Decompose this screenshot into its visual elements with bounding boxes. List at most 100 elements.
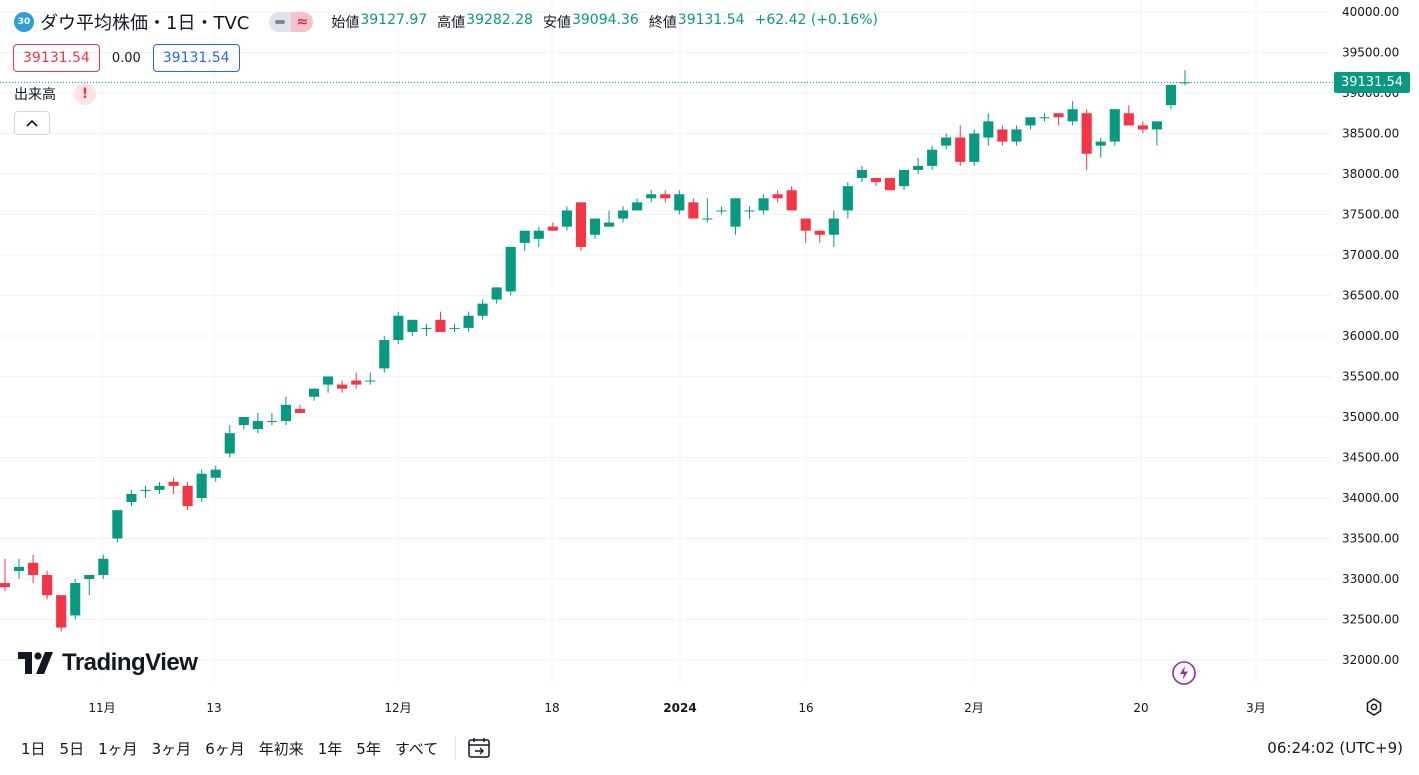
candle bbox=[1067, 101, 1078, 126]
candle bbox=[1137, 121, 1148, 134]
candle-body bbox=[533, 230, 544, 239]
candle-body bbox=[1165, 84, 1177, 106]
candle bbox=[1011, 125, 1022, 146]
candle-body bbox=[379, 340, 390, 369]
candle-body bbox=[154, 485, 165, 490]
high-label: 高値 bbox=[437, 15, 466, 31]
candle bbox=[856, 165, 867, 183]
timeframe-3m[interactable]: 3ヶ月 bbox=[151, 739, 192, 758]
candle bbox=[618, 206, 629, 223]
candle bbox=[913, 157, 924, 174]
calendar-range-icon[interactable] bbox=[466, 736, 492, 760]
candle-body bbox=[519, 230, 530, 243]
candle bbox=[814, 230, 825, 243]
tradingview-logo[interactable]: TradingView bbox=[18, 649, 198, 677]
x-tick-label: 2024 bbox=[663, 701, 696, 715]
candle bbox=[927, 145, 938, 170]
candle-body bbox=[280, 404, 292, 422]
y-tick-label: 34500.00 bbox=[1342, 451, 1399, 465]
candle bbox=[1123, 105, 1134, 126]
candle-body bbox=[323, 376, 334, 385]
candle bbox=[182, 481, 193, 511]
candle-body bbox=[477, 303, 488, 316]
candle-body bbox=[828, 218, 839, 235]
y-tick-label: 36500.00 bbox=[1342, 289, 1399, 303]
timeframe-5y[interactable]: 5年 bbox=[356, 739, 381, 758]
candle bbox=[140, 485, 151, 498]
series-toggle[interactable]: ≈ bbox=[269, 12, 314, 32]
y-tick-label: 35000.00 bbox=[1342, 410, 1399, 424]
x-tick-label: 3月 bbox=[1246, 701, 1266, 715]
candle-body bbox=[1123, 113, 1134, 126]
candle bbox=[646, 190, 657, 203]
timeframe-1y[interactable]: 1年 bbox=[317, 739, 343, 758]
y-tick-label: 34000.00 bbox=[1342, 491, 1399, 505]
candle-body bbox=[1109, 109, 1120, 142]
candle bbox=[1025, 117, 1036, 130]
symbol-title[interactable]: ダウ平均株価・1日・TVC bbox=[40, 13, 250, 34]
low-label: 安値 bbox=[542, 15, 571, 31]
timeframe-1d[interactable]: 1日 bbox=[21, 739, 46, 758]
candle bbox=[210, 465, 221, 482]
x-tick-label: 11月 bbox=[88, 701, 115, 715]
buy-price-button[interactable]: 39131.54 bbox=[152, 44, 240, 72]
close-label: 終値 bbox=[648, 15, 677, 31]
y-tick-label: 32500.00 bbox=[1342, 613, 1399, 627]
volume-indicator[interactable]: 出来高 ! bbox=[14, 83, 96, 105]
candle bbox=[533, 226, 544, 247]
candle bbox=[519, 230, 530, 251]
candle bbox=[449, 323, 460, 332]
candle-body bbox=[393, 315, 404, 341]
candle-body bbox=[463, 315, 474, 328]
approx-icon[interactable]: ≈ bbox=[291, 12, 314, 32]
candle bbox=[561, 206, 572, 231]
y-tick-label: 33000.00 bbox=[1342, 572, 1399, 586]
timeframe-6m[interactable]: 6ヶ月 bbox=[205, 739, 245, 758]
candle-body bbox=[716, 210, 727, 212]
candle bbox=[421, 323, 432, 336]
volume-label[interactable]: 出来高 bbox=[14, 87, 56, 103]
gear-icon[interactable] bbox=[1364, 697, 1384, 717]
candle-body bbox=[575, 202, 587, 247]
candle-body bbox=[632, 202, 643, 211]
candle bbox=[323, 376, 334, 393]
candle-body bbox=[955, 137, 966, 162]
logo-text: TradingView bbox=[62, 649, 198, 676]
candle bbox=[0, 558, 11, 592]
candle bbox=[660, 190, 671, 203]
candle-body bbox=[997, 129, 1008, 142]
warning-icon[interactable]: ! bbox=[74, 83, 96, 105]
candle-body bbox=[252, 421, 263, 430]
candle bbox=[112, 510, 123, 543]
lightning-icon[interactable] bbox=[1172, 661, 1196, 685]
candle bbox=[1109, 109, 1120, 146]
timeframe-5d[interactable]: 5日 bbox=[59, 739, 85, 758]
candle bbox=[56, 595, 67, 632]
candle bbox=[435, 311, 446, 332]
sell-price-button[interactable]: 39131.54 bbox=[13, 44, 100, 72]
candle-body bbox=[1081, 113, 1092, 154]
candle-body bbox=[969, 133, 980, 162]
chevron-up-icon bbox=[26, 119, 38, 127]
candle bbox=[1179, 70, 1191, 86]
timeframe-all[interactable]: すべて bbox=[394, 739, 439, 758]
candle bbox=[154, 481, 165, 494]
candle-body bbox=[266, 421, 277, 423]
candle bbox=[716, 206, 727, 215]
timeframe-ytd[interactable]: 年初来 bbox=[258, 739, 304, 758]
collapse-legend-button[interactable] bbox=[14, 111, 50, 135]
candle bbox=[365, 372, 376, 385]
candle-body bbox=[927, 149, 938, 166]
candle-body bbox=[856, 169, 867, 179]
candle-body bbox=[983, 121, 994, 138]
candle bbox=[955, 125, 966, 166]
timeframe-1m[interactable]: 1ヶ月 bbox=[98, 739, 138, 758]
candle bbox=[997, 125, 1008, 146]
hide-icon[interactable] bbox=[269, 12, 292, 32]
candle-body bbox=[224, 433, 235, 454]
candle bbox=[308, 388, 320, 401]
y-tick-label: 32000.00 bbox=[1342, 653, 1399, 667]
candle-body bbox=[505, 246, 516, 292]
clock-timezone[interactable]: 06:24:02 (UTC+9) bbox=[1267, 739, 1403, 757]
